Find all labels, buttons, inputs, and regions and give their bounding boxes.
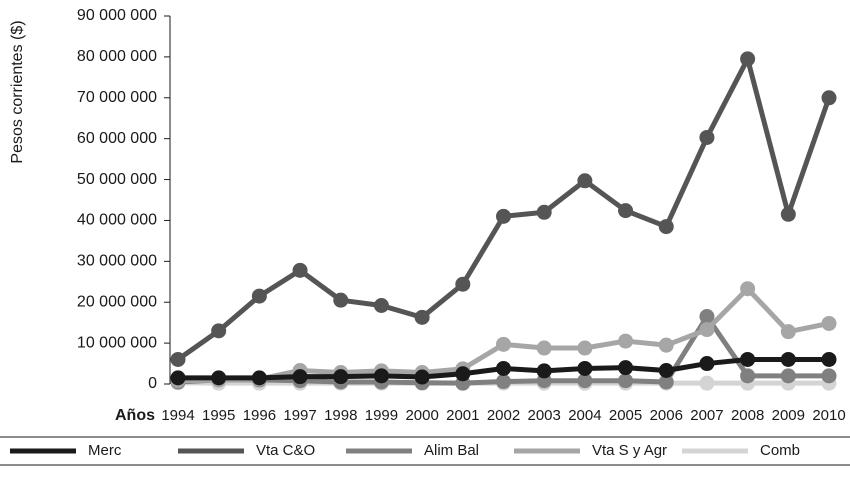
point: [699, 356, 715, 372]
point: [251, 288, 267, 304]
point: [821, 315, 837, 331]
point: [455, 366, 471, 382]
point: [373, 297, 389, 313]
x-tick-label: 1998: [324, 407, 357, 424]
point: [496, 336, 511, 352]
point: [699, 129, 715, 145]
x-tick-label: 2005: [609, 407, 642, 424]
point: [618, 360, 634, 376]
x-tick-label: 2009: [772, 407, 805, 424]
point: [455, 276, 471, 292]
x-tick-label: 2008: [731, 407, 764, 424]
y-tick-label: 30 000 000: [77, 253, 157, 270]
point: [536, 363, 552, 379]
x-tick-label: 1997: [283, 407, 316, 424]
point: [211, 370, 227, 386]
point: [740, 51, 756, 67]
x-tick-label: 1999: [365, 407, 398, 424]
y-tick-label: 0: [148, 375, 157, 392]
legend-label: Merc: [88, 442, 122, 459]
x-tick-label: 2006: [650, 407, 683, 424]
point: [658, 337, 674, 353]
point: [699, 309, 715, 325]
point: [536, 340, 552, 356]
point: [496, 374, 511, 390]
point: [170, 351, 186, 367]
y-tick-label: 90 000 000: [77, 7, 157, 24]
point: [251, 370, 267, 386]
x-tick-label: 2000: [405, 407, 438, 424]
point: [821, 368, 837, 384]
point: [821, 90, 837, 106]
point: [780, 368, 796, 384]
x-tick-label: 2004: [568, 407, 601, 424]
point: [333, 292, 349, 308]
point: [740, 351, 756, 367]
point: [536, 204, 552, 220]
point: [496, 208, 511, 224]
point: [740, 368, 756, 384]
x-tick-label: 1996: [243, 407, 276, 424]
point: [780, 351, 796, 367]
point: [333, 369, 349, 385]
point: [618, 203, 634, 219]
point: [414, 369, 430, 385]
x-tick-label: 2003: [528, 407, 561, 424]
point: [211, 323, 227, 339]
point: [577, 373, 593, 389]
x-axis-label: Años: [115, 407, 155, 424]
legend-label: Vta C&O: [256, 442, 315, 459]
y-tick-label: 20 000 000: [77, 293, 157, 310]
y-tick-label: 70 000 000: [77, 89, 157, 106]
y-tick-label: 10 000 000: [77, 334, 157, 351]
legend-label: Vta S y Agr: [592, 442, 667, 459]
legend-label: Alim Bal: [424, 442, 479, 459]
y-tick-label: 60 000 000: [77, 130, 157, 147]
point: [699, 375, 715, 391]
point: [658, 363, 674, 379]
point: [577, 173, 593, 189]
point: [699, 322, 715, 338]
point: [780, 206, 796, 222]
y-tick-label: 80 000 000: [77, 48, 157, 65]
point: [577, 340, 593, 356]
point: [292, 369, 308, 385]
point: [658, 374, 674, 390]
y-axis-label: Pesos corrientes ($): [9, 20, 26, 163]
point: [577, 360, 593, 376]
point: [414, 309, 430, 325]
legend-label: Comb: [760, 442, 800, 459]
y-tick-label: 40 000 000: [77, 212, 157, 229]
point: [658, 219, 674, 235]
point: [618, 333, 634, 349]
y-tick-label: 50 000 000: [77, 171, 157, 188]
point: [496, 360, 511, 376]
point: [373, 368, 389, 384]
point: [780, 324, 796, 340]
point: [821, 351, 837, 367]
x-tick-label: 2002: [487, 407, 520, 424]
x-tick-label: 1994: [161, 407, 194, 424]
x-tick-label: 2007: [690, 407, 723, 424]
point: [170, 370, 186, 386]
point: [618, 373, 634, 389]
x-tick-label: 1995: [202, 407, 235, 424]
point: [740, 281, 756, 297]
x-tick-label: 2010: [812, 407, 845, 424]
x-tick-label: 2001: [446, 407, 479, 424]
point: [292, 262, 308, 278]
